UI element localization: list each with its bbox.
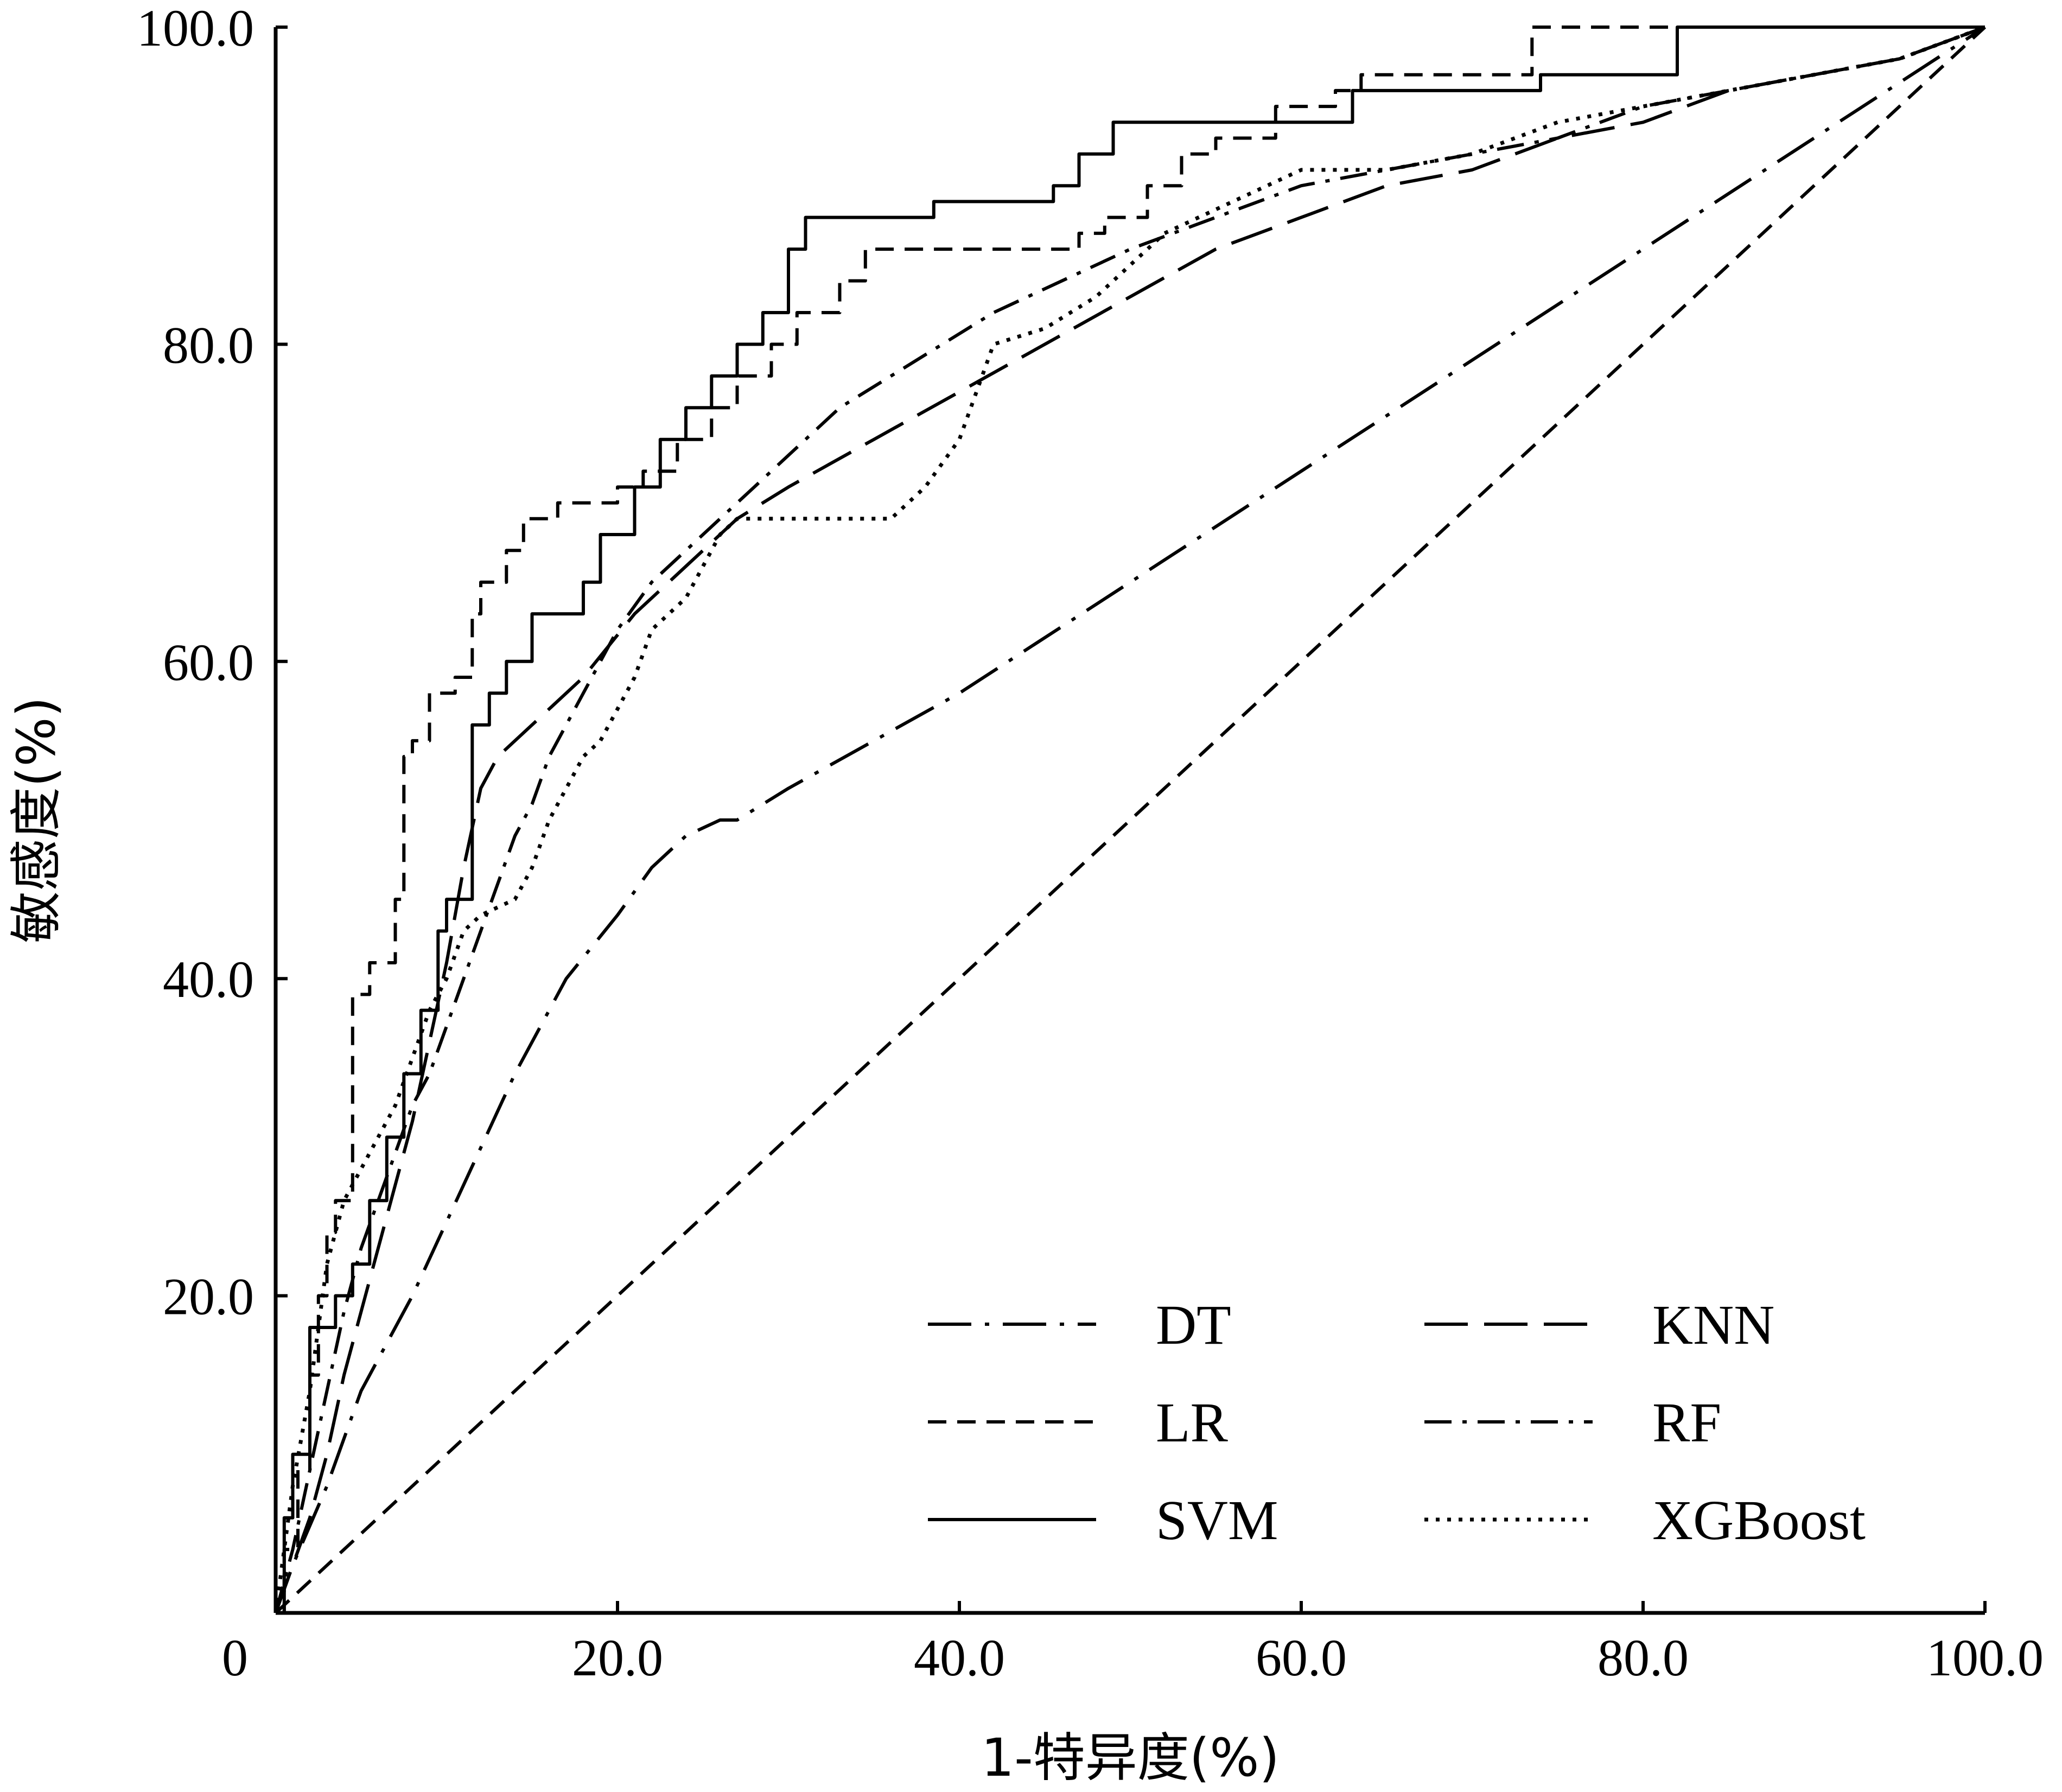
legend-label-lr: LR: [1156, 1391, 1229, 1454]
y-tick-label: 60.0: [163, 633, 254, 691]
y-axis-title: 敏感度(%): [6, 697, 67, 943]
series-layer: [273, 25, 1987, 1615]
y-tick-label: 40.0: [163, 950, 254, 1008]
series-line-svm: [276, 26, 1985, 1615]
legend-label-xgboost: XGBoost: [1652, 1489, 1866, 1552]
axes: [273, 27, 1985, 1615]
y-tick-label: 80.0: [163, 316, 254, 374]
reference-line: [274, 26, 1987, 1615]
y-tick-label: 20.0: [163, 1268, 254, 1326]
x-axis-title: 1-特异度(%): [981, 1727, 1280, 1788]
series-line-xgboost: [273, 25, 1986, 1613]
x-tick-label: 40.0: [914, 1629, 1005, 1687]
legend-label-svm: SVM: [1156, 1489, 1278, 1552]
series-line-knn: [274, 26, 1986, 1614]
y-tick-label: 100.0: [137, 0, 254, 57]
x-tick-label: 20.0: [572, 1629, 663, 1687]
x-tick-label: 80.0: [1598, 1629, 1689, 1687]
x-tick-label: 100.0: [1926, 1629, 2044, 1687]
x-tick-label: 60.0: [1256, 1629, 1347, 1687]
legend: DT KNN LR RF SVM XGBoost: [928, 1294, 1866, 1552]
x-tick-label: 0: [222, 1629, 248, 1687]
legend-label-knn: KNN: [1652, 1294, 1774, 1356]
series-line-rf: [274, 26, 1986, 1613]
series-line-dt: [274, 26, 1986, 1614]
legend-label-dt: DT: [1156, 1294, 1231, 1356]
y-ticks: 20.0 40.0 60.0 80.0 100.0: [137, 0, 288, 1326]
legend-label-rf: RF: [1652, 1391, 1721, 1454]
series-line-lr: [276, 26, 1985, 1615]
x-ticks: 0 20.0 40.0 60.0 80.0 100.0: [222, 1601, 2044, 1687]
